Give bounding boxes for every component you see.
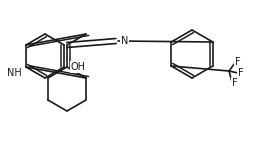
Text: F: F — [235, 57, 241, 67]
Text: OH: OH — [71, 62, 86, 72]
Text: F: F — [232, 78, 238, 88]
Text: NH: NH — [7, 67, 22, 77]
Text: F: F — [238, 68, 244, 78]
Text: N: N — [121, 36, 128, 46]
